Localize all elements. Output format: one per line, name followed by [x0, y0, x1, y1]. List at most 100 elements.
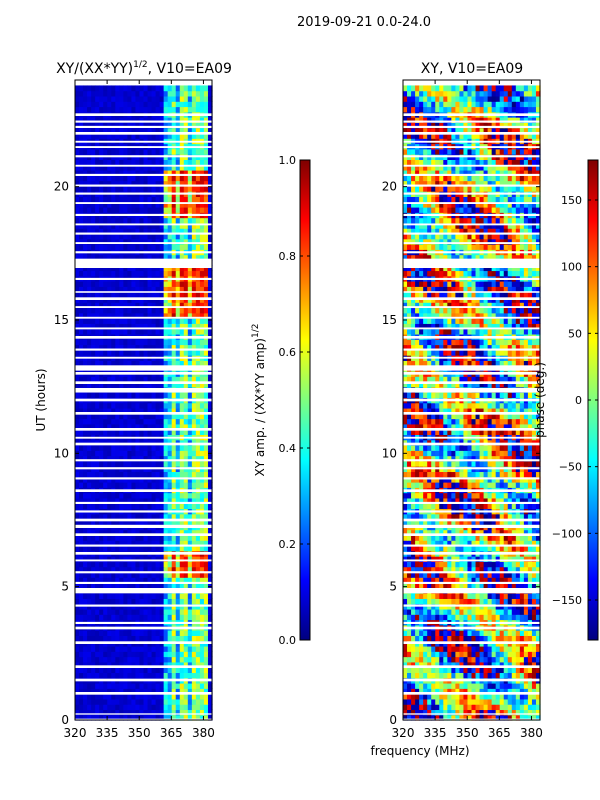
heatmap-cell [447, 635, 452, 642]
heatmap-cell [499, 672, 505, 679]
heatmap-cell [75, 85, 80, 92]
heatmap-cell [127, 455, 133, 462]
heatmap-cell [139, 566, 145, 573]
heatmap-cell [91, 328, 96, 335]
heatmap-cell [87, 402, 92, 409]
heatmap-cell [463, 656, 469, 663]
heatmap-cell [119, 455, 124, 462]
heatmap-cell [103, 656, 108, 663]
heatmap-cell [151, 534, 157, 541]
heatmap-cell [179, 106, 185, 113]
heatmap-cell [139, 217, 145, 224]
heatmap-cell [75, 318, 80, 324]
heatmap-cell [159, 244, 165, 250]
heatmap-cell [131, 651, 137, 658]
heatmap-cell [75, 577, 80, 584]
heatmap-cell [143, 540, 149, 547]
heatmap-cell [479, 656, 485, 663]
heatmap-cell [191, 561, 197, 568]
heatmap-cell [507, 645, 513, 652]
heatmap-cell [407, 593, 412, 599]
heatmap-cell [83, 328, 88, 335]
heatmap-cell [79, 513, 84, 520]
heatmap-cell [191, 656, 197, 663]
heatmap-cell [455, 656, 461, 663]
heatmap-cell [95, 704, 100, 711]
heatmap-cell [79, 307, 84, 314]
time-gap [75, 442, 212, 446]
heatmap-cell [115, 492, 120, 499]
heatmap-cell [155, 418, 161, 425]
heatmap-cell [79, 682, 84, 689]
heatmap-cell [183, 349, 189, 356]
heatmap-cell [163, 471, 169, 478]
heatmap-cell [87, 645, 92, 652]
heatmap-cell [419, 598, 424, 605]
heatmap-cell [143, 571, 149, 578]
heatmap-cell [83, 714, 88, 721]
heatmap-cell [199, 450, 205, 457]
heatmap-cell [123, 513, 128, 520]
heatmap-cell [143, 476, 149, 483]
heatmap-cell [99, 101, 104, 108]
heatmap-cell [155, 704, 161, 711]
heatmap-cell [139, 392, 145, 398]
heatmap-cell [135, 402, 141, 409]
heatmap-cell [519, 614, 525, 621]
panel-amplitude-title: XY/(XX*YY)1/2, V10=EA09 [56, 60, 232, 77]
heatmap-cell [207, 471, 213, 478]
heatmap-cell [507, 651, 513, 658]
heatmap-cell [171, 540, 177, 547]
heatmap-cell [79, 175, 84, 182]
heatmap-cell [199, 672, 205, 679]
heatmap-cell [147, 244, 153, 250]
heatmap-cell [95, 101, 100, 108]
heatmap-cell [443, 635, 448, 642]
heatmap-cell [171, 682, 177, 689]
heatmap-cell [195, 656, 201, 663]
heatmap-cell [403, 645, 408, 652]
heatmap-cell [155, 571, 161, 578]
heatmap-cell [155, 476, 161, 483]
heatmap-cell [187, 614, 193, 621]
heatmap-cell [99, 95, 104, 102]
heatmap-cell [123, 217, 128, 224]
heatmap-cell [527, 682, 533, 689]
heatmap-cell [483, 672, 489, 679]
heatmap-cell [503, 651, 509, 658]
heatmap-cell [99, 540, 104, 547]
heatmap-cell [199, 196, 205, 203]
heatmap-cell [83, 471, 88, 478]
heatmap-cell [171, 328, 177, 335]
heatmap-cell [475, 645, 481, 652]
heatmap-cell [143, 90, 149, 97]
heatmap-cell [131, 598, 137, 605]
heatmap-cell [139, 328, 145, 335]
heatmap-cell [127, 471, 133, 478]
heatmap-cell [483, 698, 489, 705]
heatmap-cell [139, 534, 145, 541]
heatmap-cell [147, 540, 153, 547]
heatmap-cell [191, 418, 197, 425]
heatmap-cell [75, 582, 80, 589]
heatmap-cell [179, 339, 185, 346]
heatmap-cell [199, 614, 205, 621]
heatmap-cell [403, 614, 408, 621]
heatmap-cell [447, 645, 452, 652]
heatmap-cell [483, 704, 489, 711]
heatmap-cell [103, 244, 108, 250]
heatmap-cell [147, 709, 153, 716]
time-gap [75, 477, 212, 480]
heatmap-cell [151, 704, 157, 711]
heatmap-cell [199, 482, 205, 488]
heatmap-cell [499, 651, 505, 658]
time-gap [75, 184, 212, 187]
heatmap-cell [79, 651, 84, 658]
time-gap [75, 381, 212, 384]
heatmap-cell [87, 529, 92, 536]
heatmap-cell [131, 281, 137, 287]
heatmap-cell [119, 270, 124, 277]
heatmap-cell [91, 661, 96, 668]
heatmap-cell [83, 651, 88, 658]
heatmap-cell [95, 339, 100, 346]
